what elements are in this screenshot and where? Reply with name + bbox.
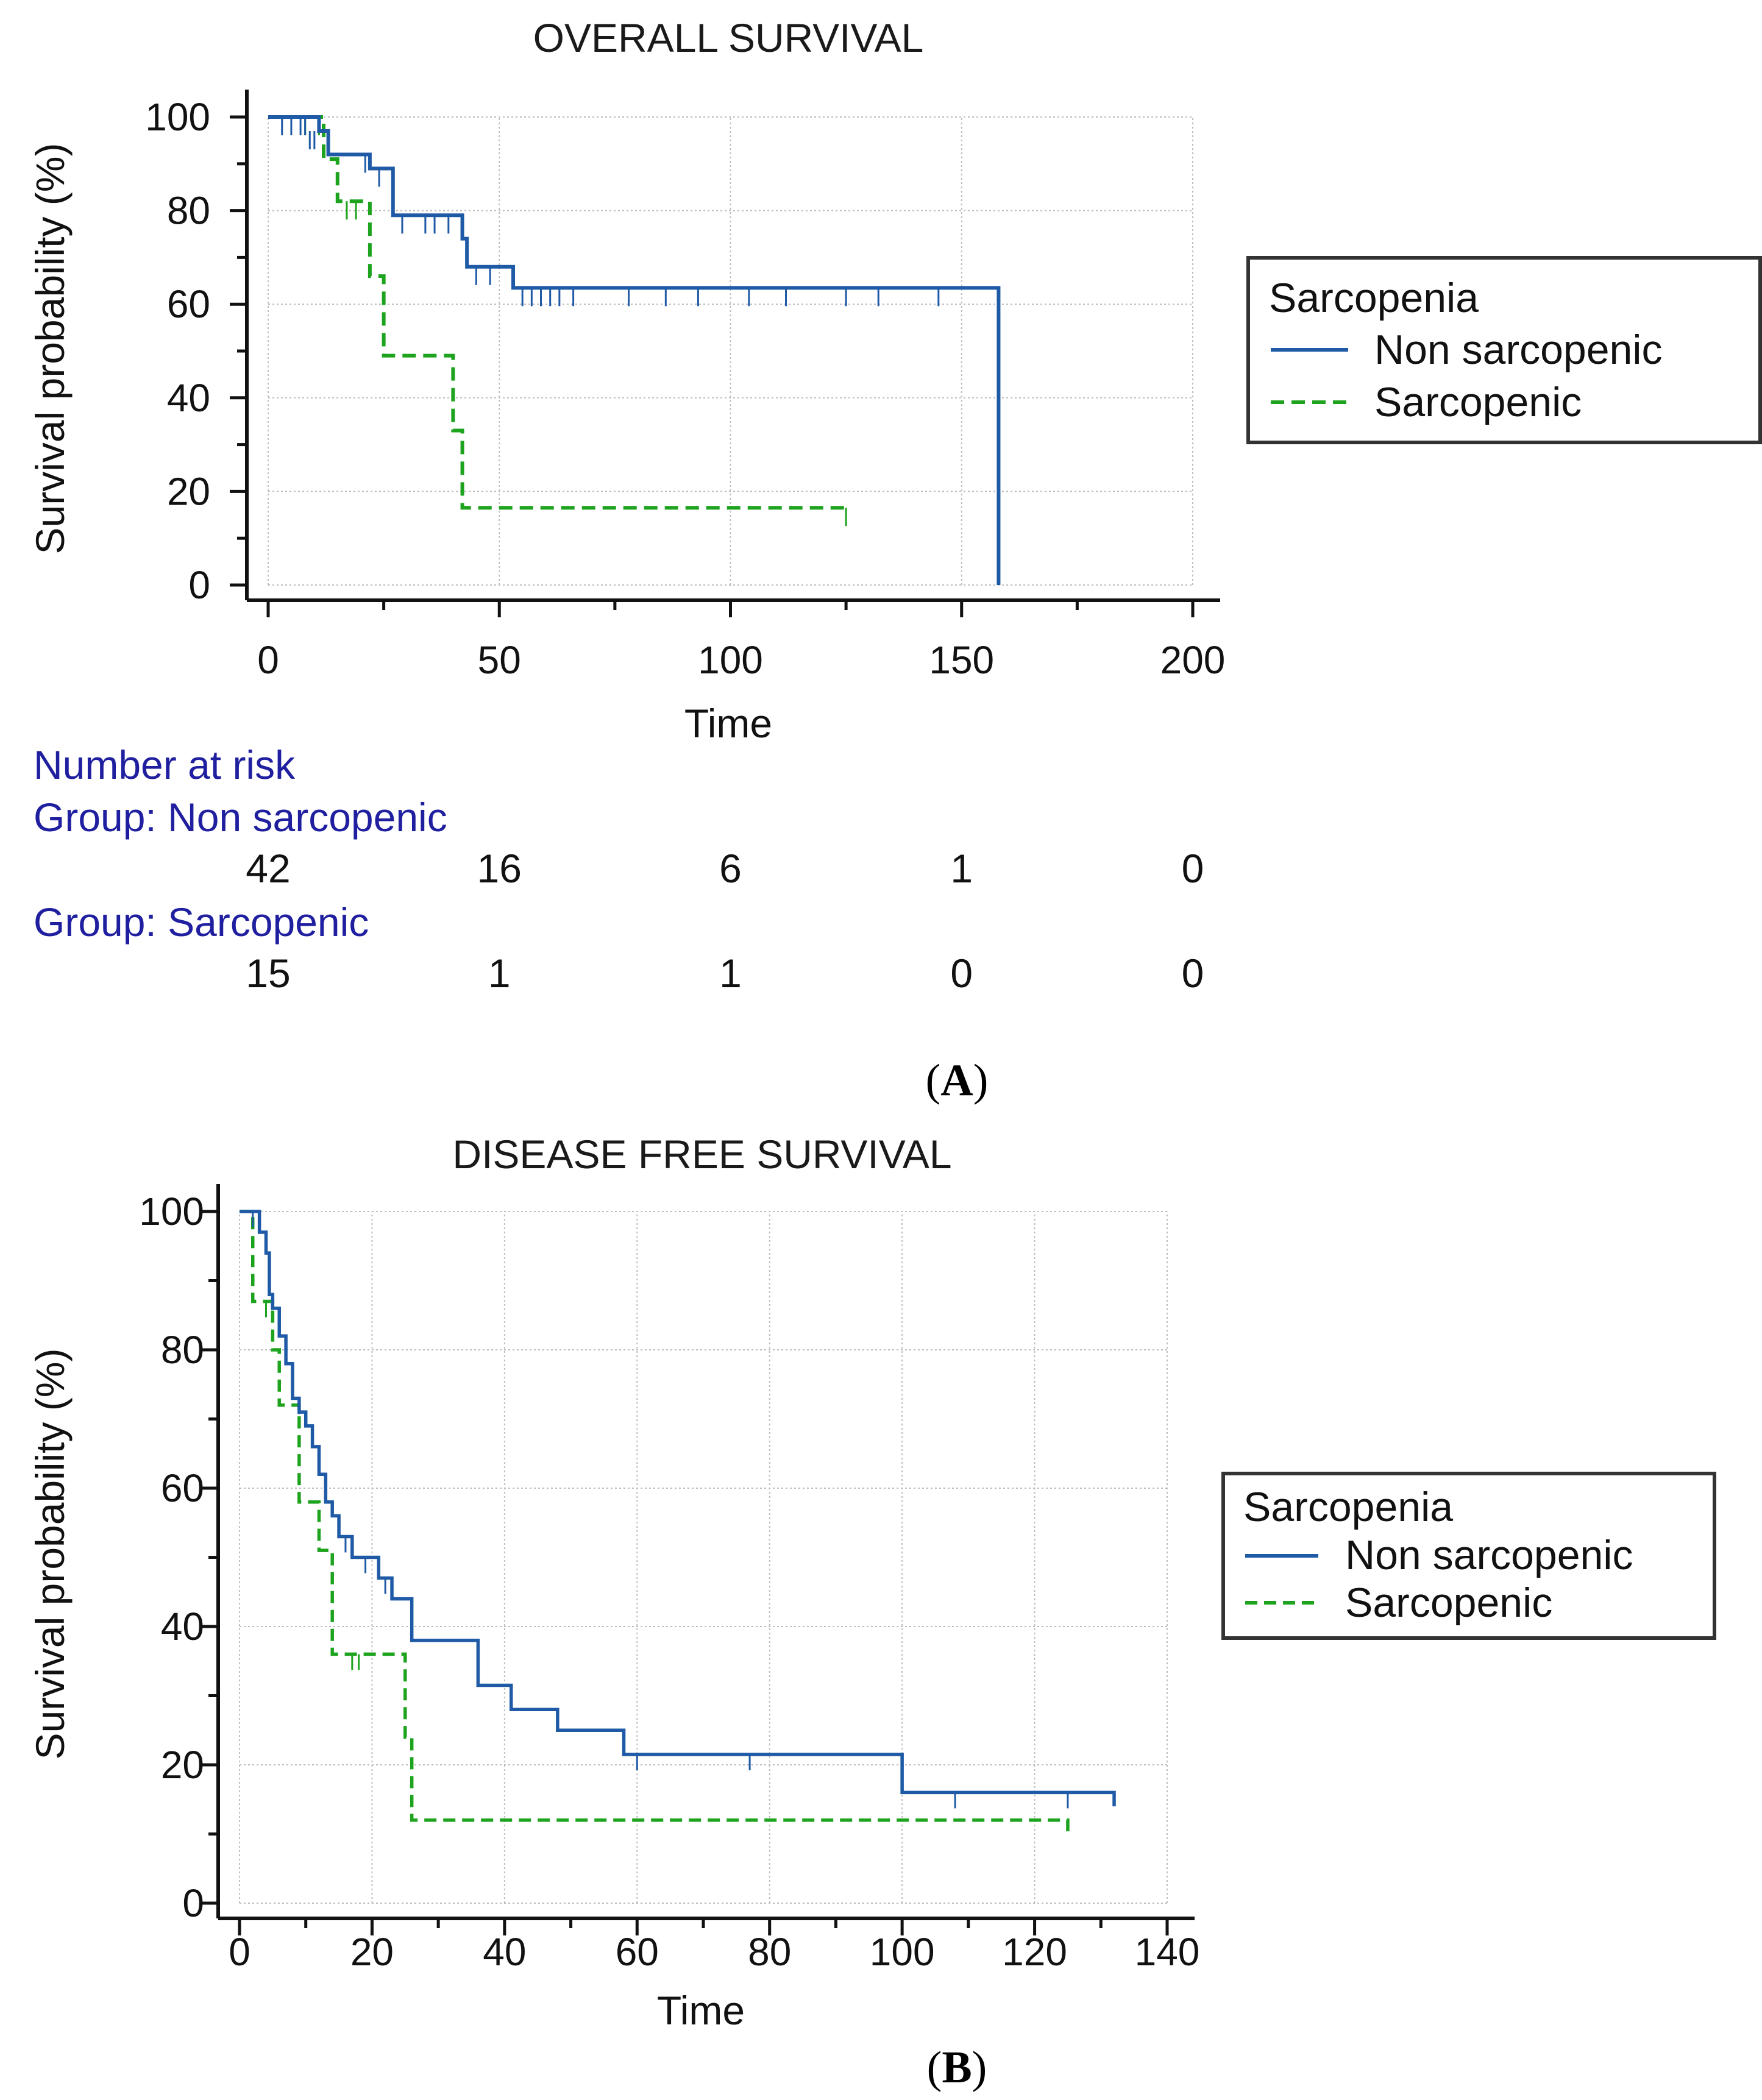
chart-b-legend-entry-sarcopenic: Sarcopenic	[1345, 1580, 1552, 1626]
chart-a-y-label: Survival probability (%)	[27, 143, 73, 555]
chart-a-legend-entry-non-sarcopenic: Non sarcopenic	[1374, 327, 1662, 373]
chart-b-x-tick-label-1: 20	[350, 1930, 394, 1974]
chart-a-x-tick-label-4: 200	[1160, 638, 1226, 682]
chart-b-legend-entry-non-sarcopenic: Non sarcopenic	[1345, 1532, 1633, 1578]
chart-b-x-tick-label-4: 80	[748, 1930, 791, 1974]
chart-a-y-tick-label-3: 60	[167, 282, 210, 326]
chart-b-x-tick-label-5: 100	[870, 1930, 935, 1974]
chart-b-x-tick-label-0: 0	[229, 1930, 250, 1974]
chart-a-grid	[268, 116, 1193, 586]
chart-b-y-tick-label-0: 0	[182, 1881, 204, 1925]
risk-count: 1	[488, 951, 511, 996]
chart-a-x-label: Time	[684, 701, 772, 746]
risk-group-label-sarcopenic: Group: Sarcopenic	[34, 899, 369, 945]
number-at-risk-table: Number at risk Group: Non sarcopenic 42 1…	[34, 742, 1204, 996]
risk-count: 0	[1182, 951, 1204, 996]
chart-b-y-tick-label-3: 60	[161, 1466, 204, 1510]
chart-b-series-non-sarcopenic	[240, 1210, 1116, 1807]
panel-a-open: (	[926, 1055, 941, 1105]
risk-count: 1	[950, 846, 973, 891]
disease-free-survival-chart: DISEASE FREE SURVIVAL 0 20 40 60 80 100 0 20 40 6…	[27, 1132, 1716, 2093]
panel-a-letter: A	[940, 1055, 973, 1105]
risk-count: 0	[950, 951, 973, 996]
chart-a-y-tick-label-1: 20	[167, 469, 210, 513]
chart-b-axes: 0 20 40 60 80 100 0 20 40 60 80 100 120 140	[139, 1184, 1199, 1974]
chart-b-x-tick-label-6: 120	[1002, 1930, 1067, 1974]
risk-count: 6	[719, 846, 742, 891]
chart-a-legend-entry-sarcopenic: Sarcopenic	[1374, 379, 1582, 425]
chart-a-series-sarcopenic	[268, 115, 847, 510]
chart-b-x-tick-label-2: 40	[483, 1930, 526, 1974]
panel-b-letter: B	[942, 2043, 972, 2093]
chart-b-legend: Sarcopenia Non sarcopenic Sarcopenic	[1221, 1472, 1716, 1640]
chart-a-axes: 0 20 40 60 80 100 0 50 100 150 200	[145, 90, 1225, 682]
risk-count: 16	[477, 846, 522, 891]
risk-row-non-sarcopenic: 42 16 6 1 0	[246, 846, 1204, 891]
chart-a-y-tick-label-2: 40	[167, 376, 210, 420]
chart-b-legend-title: Sarcopenia	[1243, 1484, 1453, 1530]
chart-a-y-tick-label-4: 80	[167, 189, 210, 233]
chart-a-x-tick-label-0: 0	[257, 638, 279, 682]
panel-b-close: )	[972, 2043, 987, 2093]
risk-row-sarcopenic: 15 1 1 0 0	[246, 951, 1204, 996]
chart-a-y-tick-label-5: 100	[145, 95, 210, 139]
risk-count: 42	[246, 846, 290, 891]
panel-a-close: )	[973, 1055, 989, 1105]
chart-b-series-sarcopenic	[240, 1210, 1070, 1834]
risk-count: 15	[246, 951, 290, 996]
chart-a-y-tick-label-0: 0	[188, 563, 210, 607]
chart-b-series	[240, 1210, 1116, 1834]
panel-a-label: (A)	[926, 1055, 989, 1105]
chart-b-y-tick-label-2: 40	[161, 1605, 204, 1648]
risk-count: 0	[1182, 846, 1204, 891]
chart-a-x-tick-label-3: 150	[929, 638, 994, 682]
chart-a-title: OVERALL SURVIVAL	[533, 15, 924, 60]
panel-b-open: (	[927, 2043, 942, 2093]
chart-b-grid	[239, 1211, 1168, 1904]
chart-b-x-tick-label-3: 60	[616, 1930, 659, 1974]
risk-table-title: Number at risk	[34, 742, 296, 787]
chart-b-x-tick-label-7: 140	[1135, 1930, 1200, 1974]
chart-a-legend-title: Sarcopenia	[1269, 275, 1479, 321]
chart-a-x-tick-label-2: 100	[698, 638, 763, 682]
panel-b-label: (B)	[927, 2043, 987, 2093]
chart-b-y-label: Survival probability (%)	[27, 1349, 73, 1760]
chart-a-legend: Sarcopenia Non sarcopenic Sarcopenic	[1246, 256, 1762, 444]
risk-group-label-non-sarcopenic: Group: Non sarcopenic	[34, 795, 447, 840]
chart-b-y-tick-label-4: 80	[161, 1328, 204, 1372]
chart-b-x-label: Time	[657, 1988, 745, 2033]
chart-a-series	[268, 115, 1001, 585]
chart-b-title: DISEASE FREE SURVIVAL	[452, 1132, 951, 1177]
chart-a-series-non-sarcopenic	[268, 115, 1001, 585]
chart-b-y-tick-label-5: 100	[139, 1190, 204, 1233]
chart-a-x-tick-label-1: 50	[478, 638, 521, 682]
risk-count: 1	[719, 951, 742, 996]
chart-b-y-tick-label-1: 20	[161, 1743, 204, 1787]
